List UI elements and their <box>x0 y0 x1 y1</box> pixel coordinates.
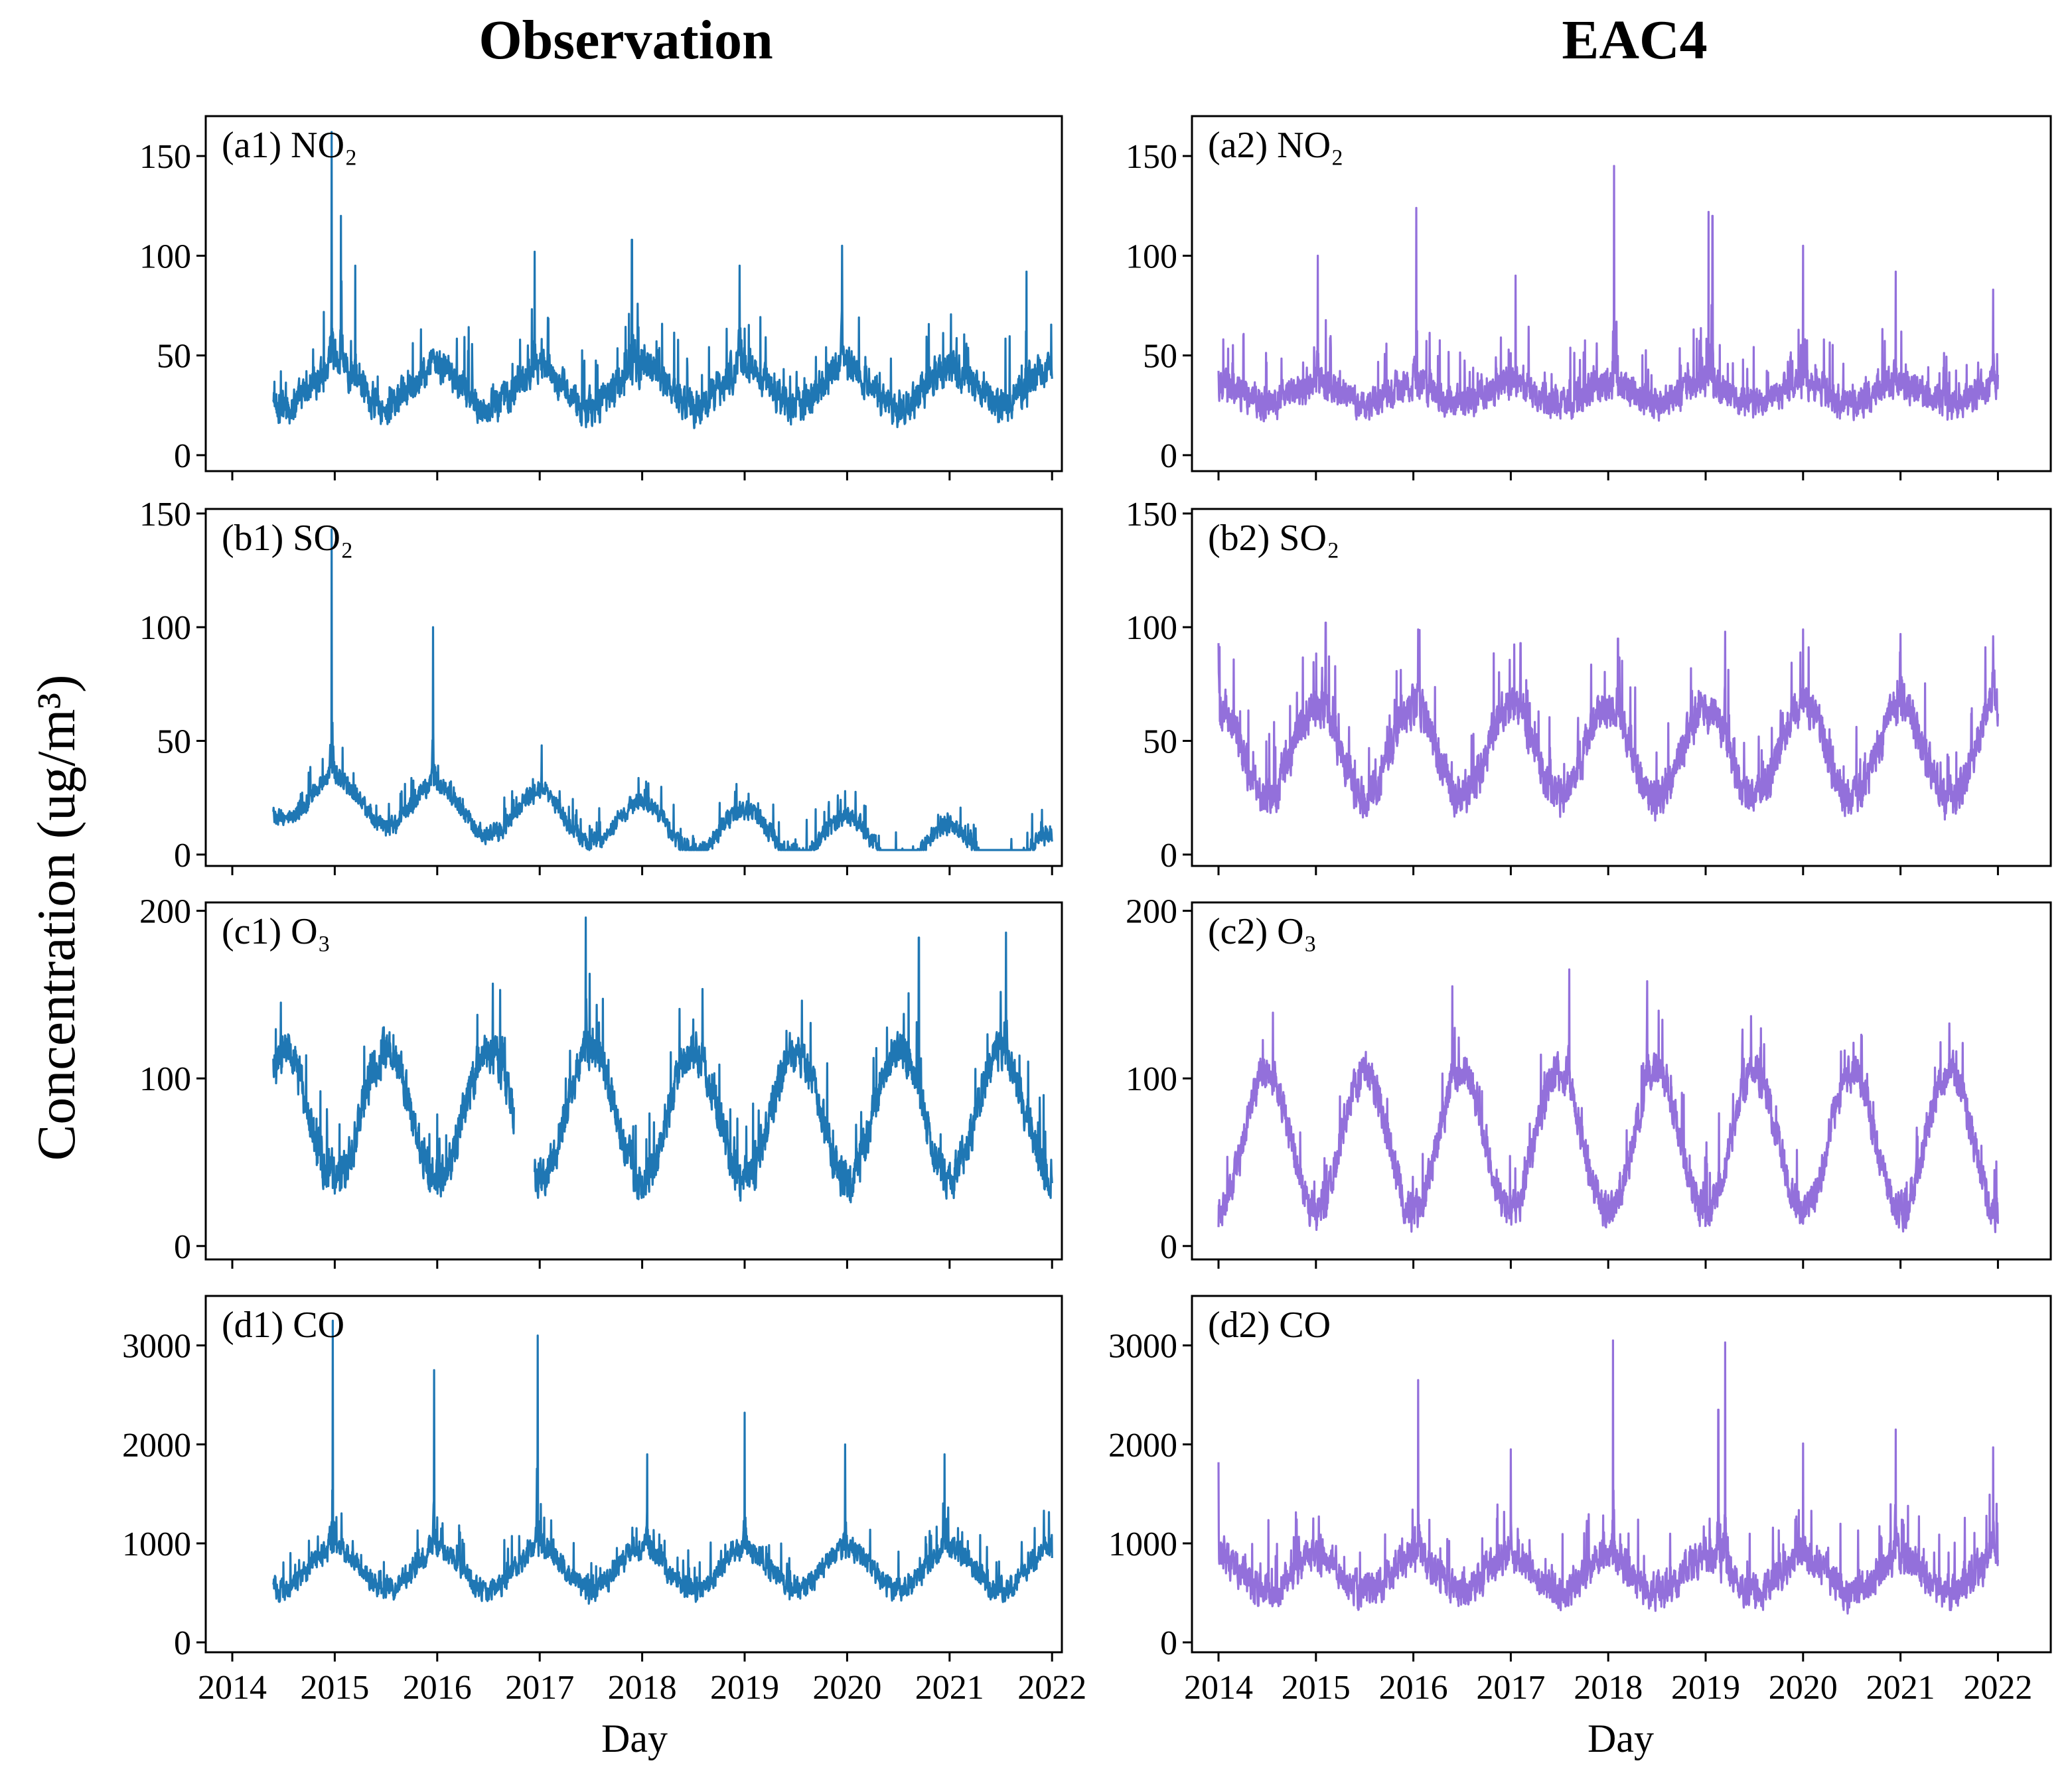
axes-frame <box>1191 1295 2052 1654</box>
y-tick-label: 150 <box>139 138 191 176</box>
x-tick-label: 2019 <box>1671 1669 1740 1707</box>
x-tick-label: 2017 <box>505 1669 574 1707</box>
y-tick-label: 200 <box>139 893 191 931</box>
y-tick-label: 100 <box>139 1060 191 1098</box>
y-tick-label: 50 <box>157 723 191 761</box>
x-tick-label: 2015 <box>1282 1669 1351 1707</box>
x-tick-label: 2021 <box>915 1669 984 1707</box>
y-tick-label: 1000 <box>122 1526 191 1563</box>
y-tick-label: 100 <box>1126 238 1177 275</box>
series-line-so2-observation <box>272 528 1053 851</box>
column-title-observation: Observation <box>479 9 773 71</box>
panel-label: (d2) CO <box>1208 1305 1331 1346</box>
panel-co-observation: 0 1000 2000 3000 2014 2015 2016 2017 2018 2019 202… <box>122 1295 1086 1707</box>
y-tick-label: 150 <box>1126 138 1177 176</box>
axes-frame <box>204 901 1063 1261</box>
x-tick-label: 2018 <box>608 1669 677 1707</box>
y-tick-label: 2000 <box>1108 1427 1177 1464</box>
panel-label: (a2) NO₂ <box>1208 125 1344 166</box>
axes-frame <box>1191 901 2052 1261</box>
panel-no2-observation: 0 50 100 150 (a1) NO₂ <box>139 115 1063 480</box>
y-axis-label: Concentration (ug/m³) <box>26 675 86 1161</box>
x-tick-label: 2021 <box>1866 1669 1935 1707</box>
series-line-o3-observation <box>272 916 1053 1204</box>
axes-frame <box>204 1295 1063 1654</box>
y-tick-label: 0 <box>1160 1624 1177 1662</box>
y-tick-label: 50 <box>1143 338 1177 376</box>
panel-so2-observation: 0 50 100 150 (b1) SO₂ <box>139 496 1063 875</box>
y-tick-label: 3000 <box>1108 1328 1177 1366</box>
y-tick-label: 0 <box>1160 837 1177 875</box>
y-tick-label: 0 <box>1160 1228 1177 1266</box>
y-tick-label: 1000 <box>1108 1526 1177 1563</box>
x-tick-label: 2015 <box>300 1669 369 1707</box>
series-line-no2-eac4 <box>1217 165 1999 423</box>
y-tick-label: 0 <box>174 1228 191 1266</box>
y-tick-label: 50 <box>157 338 191 376</box>
series-line-o3-eac4 <box>1217 968 1999 1234</box>
x-tick-label: 2020 <box>812 1669 881 1707</box>
x-tick-label: 2022 <box>1017 1669 1086 1707</box>
x-tick-label: 2016 <box>403 1669 472 1707</box>
y-tick-label: 0 <box>1160 437 1177 475</box>
y-tick-label: 200 <box>1126 893 1177 931</box>
y-tick-label: 0 <box>174 837 191 875</box>
x-tick-label: 2017 <box>1476 1669 1545 1707</box>
y-tick-label: 150 <box>1126 496 1177 534</box>
panel-co-eac4: 0 1000 2000 3000 2014 2015 2016 2017 2018 2019 202… <box>1108 1295 2052 1707</box>
x-tick-label: 2019 <box>710 1669 779 1707</box>
panel-o3-eac4: 0 100 200 (c2) O₃ <box>1126 893 2052 1269</box>
x-tick-label: 2014 <box>1184 1669 1253 1707</box>
panel-label: (c1) O₃ <box>222 911 331 952</box>
panel-no2-eac4: 0 50 100 150 (a2) NO₂ <box>1126 115 2052 480</box>
x-tick-label: 2018 <box>1574 1669 1643 1707</box>
series-line-no2-observation <box>272 131 1053 429</box>
y-tick-label: 100 <box>1126 1060 1177 1098</box>
panel-label: (d1) CO <box>222 1305 344 1346</box>
panel-label: (b1) SO₂ <box>222 518 353 559</box>
series-line-co-eac4 <box>1217 1339 1999 1615</box>
panel-label: (b2) SO₂ <box>1208 518 1339 559</box>
y-tick-label: 100 <box>1126 609 1177 647</box>
x-tick-label: 2020 <box>1769 1669 1838 1707</box>
panels: 0 50 100 150 (a1) NO₂ 0 50 100 150 (a2) NO₂ 0 50 100… <box>122 115 2052 1707</box>
column-title-eac4: EAC4 <box>1562 9 1707 71</box>
x-tick-label: 2022 <box>1963 1669 2032 1707</box>
panel-o3-observation: 0 100 200 (c1) O₃ <box>139 893 1063 1269</box>
y-tick-label: 100 <box>139 238 191 275</box>
y-tick-label: 2000 <box>122 1427 191 1464</box>
y-tick-label: 0 <box>174 1624 191 1662</box>
y-tick-label: 150 <box>139 496 191 534</box>
x-tick-label: 2016 <box>1379 1669 1448 1707</box>
axes-frame <box>1191 115 2052 472</box>
axes-frame <box>1191 508 2052 867</box>
y-tick-label: 100 <box>139 609 191 647</box>
axes-frame <box>204 115 1063 472</box>
x-axis-label-eac4: Day <box>1588 1717 1654 1760</box>
x-tick-label: 2014 <box>198 1669 267 1707</box>
panel-label: (a1) NO₂ <box>222 125 358 166</box>
axes-frame <box>204 508 1063 867</box>
y-tick-label: 3000 <box>122 1328 191 1366</box>
series-line-co-observation <box>272 1319 1053 1605</box>
x-axis-label-observation: Day <box>601 1717 668 1760</box>
panel-label: (c2) O₃ <box>1208 911 1317 952</box>
y-tick-label: 50 <box>1143 723 1177 761</box>
series-line-so2-eac4 <box>1217 621 1999 822</box>
y-tick-label: 0 <box>174 437 191 475</box>
panel-so2-eac4: 0 50 100 150 (b2) SO₂ <box>1126 496 2052 875</box>
